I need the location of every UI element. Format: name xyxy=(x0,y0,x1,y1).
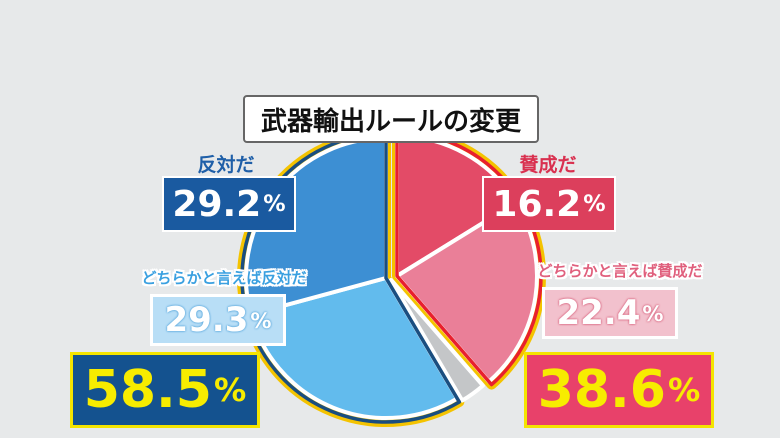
unit-total-oppose: % xyxy=(214,371,247,409)
value-lean-agree: 22.4 xyxy=(556,293,641,333)
value-box-oppose: 29.2% xyxy=(162,176,296,232)
value-oppose: 29.2 xyxy=(172,183,262,225)
value-agree: 16.2 xyxy=(492,183,582,225)
label-oppose: 反対だ xyxy=(197,154,255,176)
value-box-lean-agree: 22.4% xyxy=(542,287,678,339)
value-lean-oppose: 29.3 xyxy=(164,300,249,340)
value-box-total-oppose: 58.5% xyxy=(70,352,260,428)
value-total-oppose: 58.5 xyxy=(83,360,212,420)
label-lean-oppose: どちらかと言えば反対だ xyxy=(141,269,307,287)
unit-total-agree: % xyxy=(668,371,701,409)
value-box-lean-oppose: 29.3% xyxy=(150,294,286,346)
value-total-agree: 38.6 xyxy=(537,360,666,420)
title-box: 武器輸出ルールの変更 xyxy=(243,95,539,143)
unit-oppose: % xyxy=(263,191,286,217)
unit-lean-agree: % xyxy=(642,300,664,326)
chart-title: 武器輸出ルールの変更 xyxy=(260,106,521,137)
label-agree: 賛成だ xyxy=(519,154,577,176)
pie-slice-2 xyxy=(389,278,485,403)
value-box-agree: 16.2% xyxy=(482,176,616,232)
label-lean-agree: どちらかと言えば賛成だ xyxy=(537,262,703,280)
unit-lean-oppose: % xyxy=(250,307,272,333)
unit-agree: % xyxy=(583,191,606,217)
value-box-total-agree: 38.6% xyxy=(524,352,714,428)
